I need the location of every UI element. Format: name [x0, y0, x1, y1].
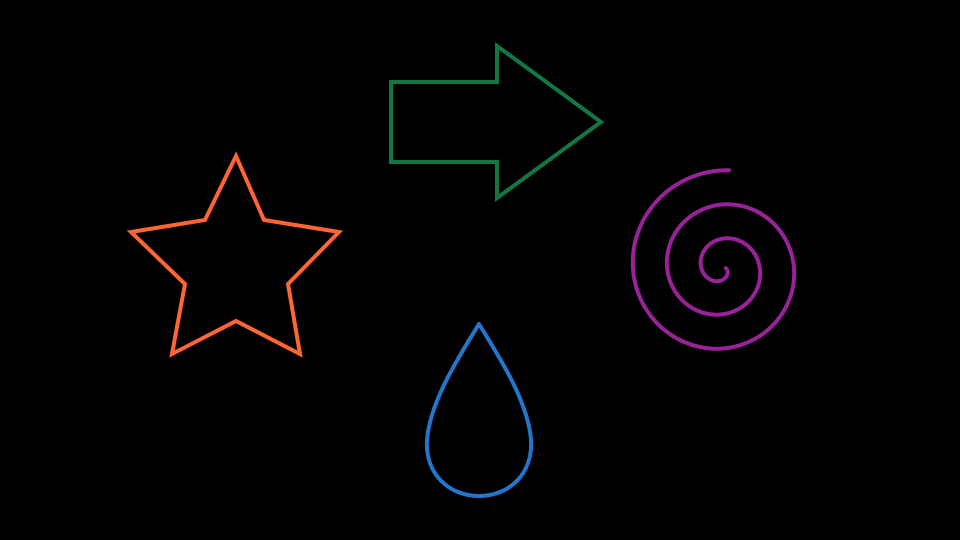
- star-icon: [126, 151, 344, 358]
- water-drop-icon: [424, 322, 534, 498]
- spiral-icon: [630, 168, 797, 351]
- arrow-right-icon: [389, 42, 605, 202]
